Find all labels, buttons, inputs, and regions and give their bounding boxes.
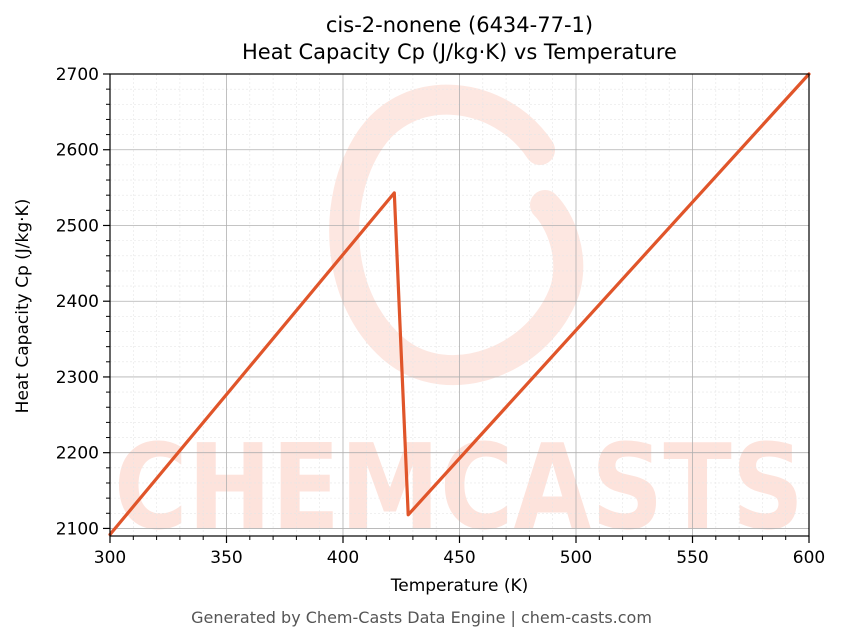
chart-subtitle: Heat Capacity Cp (J/kg·K) vs Temperature [242, 40, 677, 64]
y-axis-label: Heat Capacity Cp (J/kg·K) [13, 198, 33, 414]
x-tick-label: 350 [210, 548, 242, 568]
watermark-swirl [329, 84, 584, 386]
footer-credit: Generated by Chem-Casts Data Engine | ch… [191, 608, 652, 627]
y-tick-label: 2400 [56, 292, 99, 312]
x-tick-label: 600 [793, 548, 825, 568]
series-layer [108, 72, 811, 537]
x-axis-label: Temperature (K) [390, 576, 529, 596]
series-line [108, 72, 811, 537]
chart-title: cis-2-nonene (6434-77-1) [325, 13, 594, 37]
y-tick-label: 2100 [56, 519, 99, 539]
watermark-text: CHEMCASTS [114, 418, 804, 556]
x-tick-label: 300 [94, 548, 126, 568]
x-tick-label: 550 [676, 548, 708, 568]
y-tick-label: 2300 [56, 368, 99, 388]
x-tick-label: 500 [560, 548, 592, 568]
watermark: CHEMCASTS [114, 84, 804, 556]
x-tick-label: 400 [327, 548, 359, 568]
y-tick-label: 2600 [56, 141, 99, 161]
y-tick-label: 2500 [56, 216, 99, 236]
axis-ticks: 300 350 400 450 500 550 600 2100 2200 2300 2400 250… [56, 65, 825, 568]
y-tick-label: 2200 [56, 444, 99, 464]
x-tick-label: 450 [443, 548, 475, 568]
y-tick-label: 2700 [56, 65, 99, 85]
